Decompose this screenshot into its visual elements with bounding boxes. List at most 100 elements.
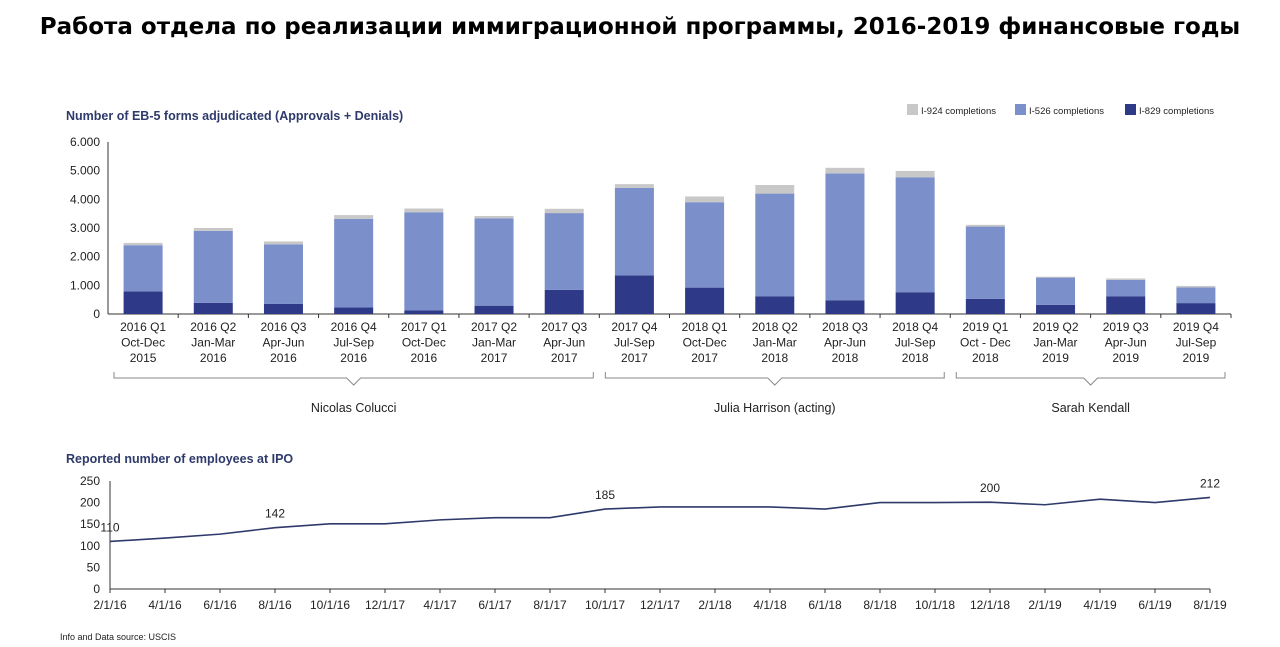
bar-i-526-completions-1 [193,230,233,303]
bar-i-829-completions-10 [825,300,865,314]
bar-i-526-completions-5 [474,218,514,306]
bar-x-tick-label: 2017 [481,351,508,365]
bar-i-526-completions-14 [1106,279,1146,297]
bar-i-829-completions-5 [474,305,514,314]
line-y-tick-label: 50 [87,560,101,574]
bar-x-tick-label: Apr-Jun [262,336,304,350]
bar-x-tick-label: Oct-Dec [121,336,165,350]
bar-i-924-completions-8 [685,196,725,203]
bar-x-tick-label: Apr-Jun [824,336,866,350]
bar-i-526-completions-8 [685,202,725,288]
bar-x-tick-label: 2017 [621,351,648,365]
bar-i-526-completions-12 [965,226,1005,299]
bar-x-tick-label: Jul-Sep [895,336,936,350]
line-y-tick-label: 150 [80,517,100,531]
bar-y-tick-label: 0 [93,307,100,321]
bar-x-tick-label: Jul-Sep [1176,336,1217,350]
line-x-tick-label: 6/1/19 [1138,598,1172,612]
bar-x-tick-label: Jul-Sep [333,336,374,350]
bar-i-924-completions-12 [965,224,1005,227]
line-x-tick-label: 12/1/18 [970,598,1010,612]
line-x-tick-label: 12/1/17 [365,598,405,612]
group-brace [955,372,1226,386]
bar-x-tick-label: 2019 Q2 [1033,320,1079,334]
line-x-tick-label: 6/1/16 [203,598,237,612]
bar-i-526-completions-3 [334,218,374,308]
bar-i-829-completions-8 [685,287,725,314]
bar-x-tick-label: Jan-Mar [1034,336,1078,350]
bar-x-tick-label: 2016 [200,351,227,365]
bar-x-tick-label: 2016 Q1 [120,320,166,334]
bar-i-526-completions-7 [614,187,654,276]
bar-x-tick-label: 2018 [902,351,929,365]
line-chart-title: Reported number of employees at IPO [66,452,293,466]
bar-x-tick-label: 2019 Q3 [1103,320,1149,334]
bar-i-829-completions-11 [895,292,935,314]
bar-y-tick-label: 2.000 [70,250,100,264]
bar-x-tick-label: Jan-Mar [472,336,516,350]
line-x-tick-label: 4/1/19 [1083,598,1117,612]
line-x-tick-label: 8/1/18 [863,598,897,612]
bar-x-tick-label: Oct - Dec [960,336,1011,350]
legend-label: I-526 completions [1029,106,1104,117]
legend-label: I-924 completions [921,106,996,117]
bar-x-tick-label: 2018 Q4 [892,320,938,334]
line-x-tick-label: 4/1/16 [148,598,182,612]
group-label: Sarah Kendall [1051,401,1130,415]
employees-line [109,496,1211,543]
legend-swatch [1015,104,1026,115]
bar-x-tick-label: Jan-Mar [191,336,235,350]
bar-i-829-completions-4 [404,310,444,314]
legend-label: I-829 completions [1139,106,1214,117]
bar-i-526-completions-11 [895,177,935,293]
bar-x-tick-label: 2018 [832,351,859,365]
bar-i-924-completions-7 [614,184,654,188]
line-x-tick-label: 4/1/17 [423,598,457,612]
bar-x-tick-label: 2018 Q3 [822,320,868,334]
bar-x-tick-label: Jul-Sep [614,336,655,350]
bar-i-924-completions-10 [825,167,865,174]
line-x-tick-label: 2/1/18 [698,598,732,612]
bar-x-tick-label: 2018 Q2 [752,320,798,334]
bar-i-829-completions-14 [1106,296,1146,314]
group-brace [604,372,945,386]
line-data-label: 185 [595,488,615,502]
bar-i-924-completions-13 [1036,276,1076,278]
bar-x-tick-label: 2017 Q1 [401,320,447,334]
line-x-tick-label: 8/1/16 [258,598,292,612]
line-y-tick-label: 100 [80,539,100,553]
bar-i-924-completions-5 [474,215,514,219]
line-data-label: 200 [980,481,1000,495]
line-data-label: 212 [1200,476,1220,490]
line-x-tick-label: 8/1/17 [533,598,567,612]
line-x-tick-label: 2/1/16 [93,598,127,612]
bar-i-924-completions-3 [334,215,374,219]
bar-x-tick-label: 2018 [761,351,788,365]
group-label: Nicolas Colucci [311,401,396,415]
page-title: Работа отдела по реализации иммиграционн… [39,14,1241,40]
bar-x-tick-label: 2019 [1042,351,1069,365]
bar-x-tick-label: 2019 [1112,351,1139,365]
bar-i-924-completions-1 [193,228,233,231]
bar-i-829-completions-3 [334,307,374,314]
bar-y-tick-label: 4.000 [70,192,100,206]
bar-x-tick-label: Apr-Jun [543,336,585,350]
bar-i-829-completions-0 [123,291,163,314]
bar-i-829-completions-6 [544,289,584,314]
line-x-tick-label: 10/1/18 [915,598,955,612]
bar-i-526-completions-10 [825,173,865,301]
bar-x-tick-label: 2017 Q3 [541,320,587,334]
bar-chart-title: Number of EB-5 forms adjudicated (Approv… [66,109,403,123]
bar-i-829-completions-9 [755,296,795,314]
bar-y-tick-label: 5.000 [70,164,100,178]
bar-x-tick-label: Oct-Dec [402,336,446,350]
bar-x-tick-label: 2017 [551,351,578,365]
bar-i-526-completions-15 [1176,287,1216,304]
legend-swatch [907,104,918,115]
bar-i-924-completions-2 [263,241,303,245]
group-brace [113,372,594,386]
bar-x-tick-label: 2019 Q4 [1173,320,1219,334]
bar-x-tick-label: 2019 Q1 [962,320,1008,334]
bar-i-526-completions-6 [544,213,584,290]
